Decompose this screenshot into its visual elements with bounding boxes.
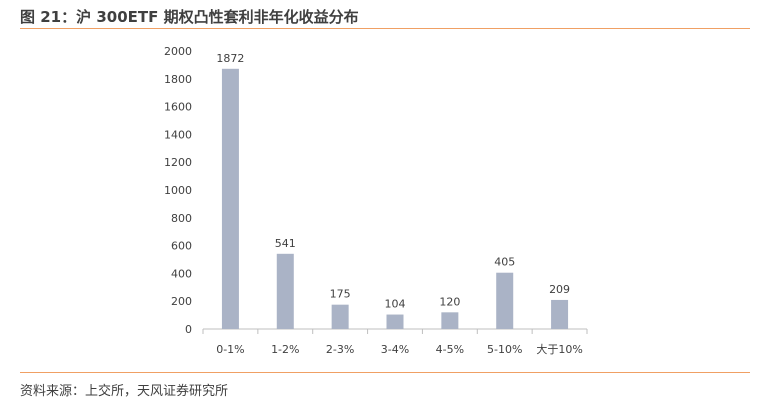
- bar: [386, 314, 404, 329]
- y-tick-label: 400: [171, 267, 192, 280]
- y-tick-label: 1400: [164, 128, 192, 141]
- bar: [331, 304, 349, 329]
- x-tick-label: 大于10%: [536, 342, 582, 356]
- y-tick-label: 0: [185, 323, 192, 336]
- bar: [551, 299, 569, 329]
- source-note: 资料来源：上交所，天风证券研究所: [20, 384, 229, 399]
- x-tick-label: 5-10%: [487, 343, 522, 356]
- source-divider: [20, 372, 750, 373]
- y-tick-label: 1600: [164, 101, 192, 114]
- data-label: 120: [439, 295, 460, 308]
- x-tick-label: 0-1%: [216, 343, 244, 356]
- data-label: 209: [549, 283, 570, 296]
- data-label: 541: [275, 237, 296, 250]
- data-label: 405: [494, 256, 515, 269]
- y-tick-label: 200: [171, 295, 192, 308]
- x-tick-label: 2-3%: [326, 343, 354, 356]
- x-tick-label: 3-4%: [381, 343, 409, 356]
- y-tick-label: 1000: [164, 184, 192, 197]
- y-tick-label: 1200: [164, 156, 192, 169]
- figure-title: 图 21：沪 300ETF 期权凸性套利非年化收益分布: [20, 8, 359, 26]
- bar: [221, 68, 239, 330]
- y-tick-label: 800: [171, 212, 192, 225]
- bar: [441, 312, 459, 329]
- x-tick-label: 1-2%: [271, 343, 299, 356]
- data-label: 1872: [216, 52, 244, 65]
- data-label: 175: [330, 288, 351, 301]
- y-tick-label: 600: [171, 240, 192, 253]
- y-tick-label: 1800: [164, 73, 192, 86]
- data-label: 104: [385, 298, 406, 311]
- title-divider: [20, 28, 750, 29]
- y-tick-label: 2000: [164, 45, 192, 58]
- x-tick-label: 4-5%: [436, 343, 464, 356]
- bar: [496, 272, 514, 329]
- bar: [276, 253, 294, 329]
